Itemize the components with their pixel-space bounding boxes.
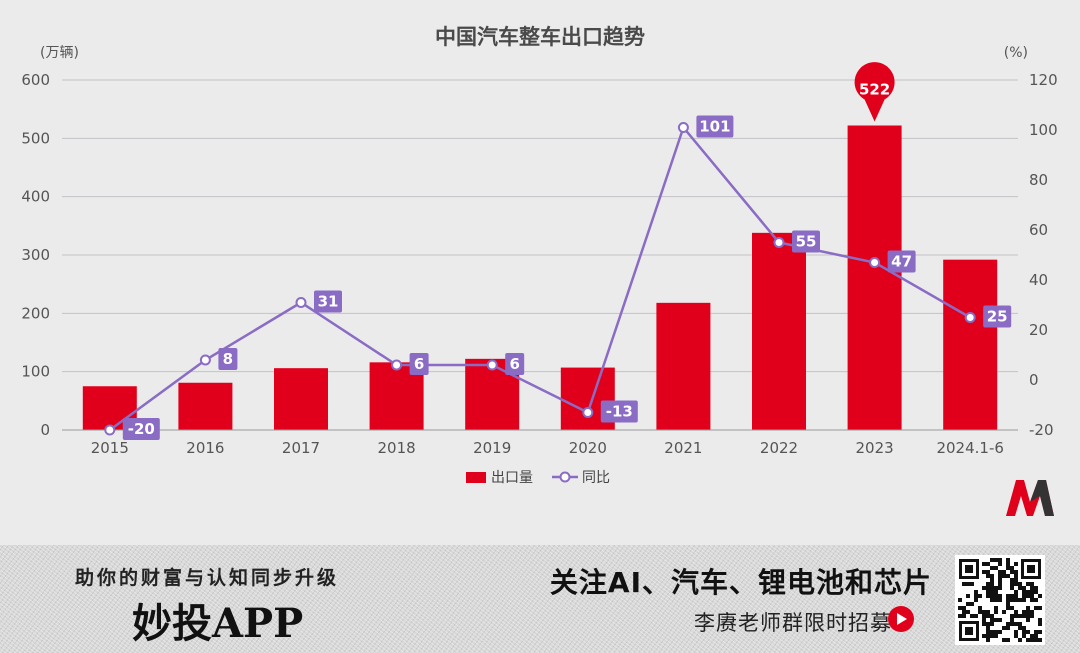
data-label-bg xyxy=(314,290,342,313)
y-right-tick-label: 80 xyxy=(1029,171,1048,189)
bar-highlight-label: 522 xyxy=(859,81,890,99)
x-tick-label: 2015 xyxy=(91,439,129,457)
line-data-label: 6 xyxy=(414,355,424,373)
x-tick-label: 2017 xyxy=(282,439,320,457)
line-data-label: -13 xyxy=(606,403,633,421)
bar xyxy=(752,232,806,430)
legend-swatch-bar xyxy=(466,472,486,483)
line-data-label: 8 xyxy=(223,350,233,368)
line-point xyxy=(295,297,307,308)
highlight-pin-icon xyxy=(854,62,895,122)
data-label-bg xyxy=(887,250,916,273)
y-left-tick-label: 300 xyxy=(21,246,50,264)
banner-follow-text: 关注AI、汽车、锂电池和芯片 xyxy=(549,566,932,599)
y-left-tick-label: 100 xyxy=(21,363,50,381)
y-right-tick-label: 20 xyxy=(1029,321,1048,339)
y-left-tick-label: 200 xyxy=(21,304,50,322)
bar xyxy=(656,302,711,430)
legend-swatch-point xyxy=(559,471,571,483)
legend: 出口量 同比 xyxy=(466,470,610,486)
line-point xyxy=(104,424,116,436)
data-label-bg xyxy=(505,353,525,375)
line-point xyxy=(199,354,211,366)
line-data-label: 31 xyxy=(318,293,339,311)
banner-recruit-text: 李赓老师群限时招募 xyxy=(694,611,892,635)
bar xyxy=(943,259,998,430)
line-data-label: 101 xyxy=(699,118,730,136)
data-label-bg xyxy=(122,418,160,440)
brand-logo-icon xyxy=(1006,480,1054,516)
y-right-tick-label: -20 xyxy=(1029,421,1054,439)
y-right-tick-label: 40 xyxy=(1029,271,1048,289)
banner-app-name: 妙投APP xyxy=(132,600,304,647)
data-label-bg xyxy=(409,353,429,375)
y-left-tick-label: 0 xyxy=(40,421,50,439)
line-point xyxy=(773,237,785,248)
line-data-label: 25 xyxy=(987,308,1008,326)
chart-svg: 0 100 200 300 400 500 600 -20 0 20 40 60 80 100 120 201… xyxy=(21,25,1058,516)
y-right-tick-label: 100 xyxy=(1029,121,1058,139)
promo-banner: 助你的财富与认知同步升级 妙投APP 关注AI、汽车、锂电池和芯片 李赓老师群限… xyxy=(0,545,1080,653)
data-label-bg xyxy=(696,115,734,138)
y-right-tick-label: 60 xyxy=(1029,221,1048,239)
line-point xyxy=(391,359,403,371)
line-data-label: 55 xyxy=(796,233,817,251)
bar xyxy=(274,368,328,430)
x-tick-label: 2021 xyxy=(664,439,702,457)
yoy-line xyxy=(109,124,971,432)
legend-label-bar: 出口量 xyxy=(491,470,533,486)
x-tick-label: 2022 xyxy=(760,439,798,457)
data-label-bg xyxy=(600,400,638,423)
y-right-tick-label: 120 xyxy=(1029,71,1058,89)
line-point xyxy=(486,359,498,371)
data-label-bg xyxy=(792,230,820,253)
y-right-tick-label: 0 xyxy=(1029,371,1039,389)
y-left-tick-label: 600 xyxy=(21,71,50,89)
y-left-tick-label: 500 xyxy=(21,129,50,147)
banner-slogan: 助你的财富与认知同步升级 xyxy=(75,567,340,589)
bar xyxy=(178,382,233,430)
chart-area: 0 100 200 300 400 500 600 -20 0 20 40 60 80 100 120 201… xyxy=(21,25,1058,516)
line-point xyxy=(964,312,976,323)
line-point xyxy=(677,122,689,133)
x-tick-label: 2024.1-6 xyxy=(936,439,1003,457)
y-left-unit: (万辆) xyxy=(40,45,79,61)
line-data-label: -20 xyxy=(128,420,155,438)
x-tick-label: 2023 xyxy=(856,439,894,457)
chart-title: 中国汽车整车出口趋势 xyxy=(435,25,645,49)
arrow-right-icon[interactable] xyxy=(888,606,914,632)
legend-label-line: 同比 xyxy=(582,470,610,486)
qr-code-icon xyxy=(955,555,1045,645)
line-data-label: 6 xyxy=(509,355,519,373)
y-right-unit: (%) xyxy=(1004,45,1028,61)
x-tick-label: 2019 xyxy=(473,439,511,457)
x-tick-label: 2018 xyxy=(378,439,416,457)
bar xyxy=(847,125,902,430)
line-data-label: 47 xyxy=(891,253,912,271)
x-tick-label: 2020 xyxy=(569,439,607,457)
data-label-bg xyxy=(983,305,1012,328)
x-tick-label: 2016 xyxy=(186,439,224,457)
y-left-tick-label: 400 xyxy=(21,188,50,206)
data-label-bg xyxy=(218,348,238,370)
line-point xyxy=(869,257,881,268)
line-point xyxy=(582,407,594,418)
